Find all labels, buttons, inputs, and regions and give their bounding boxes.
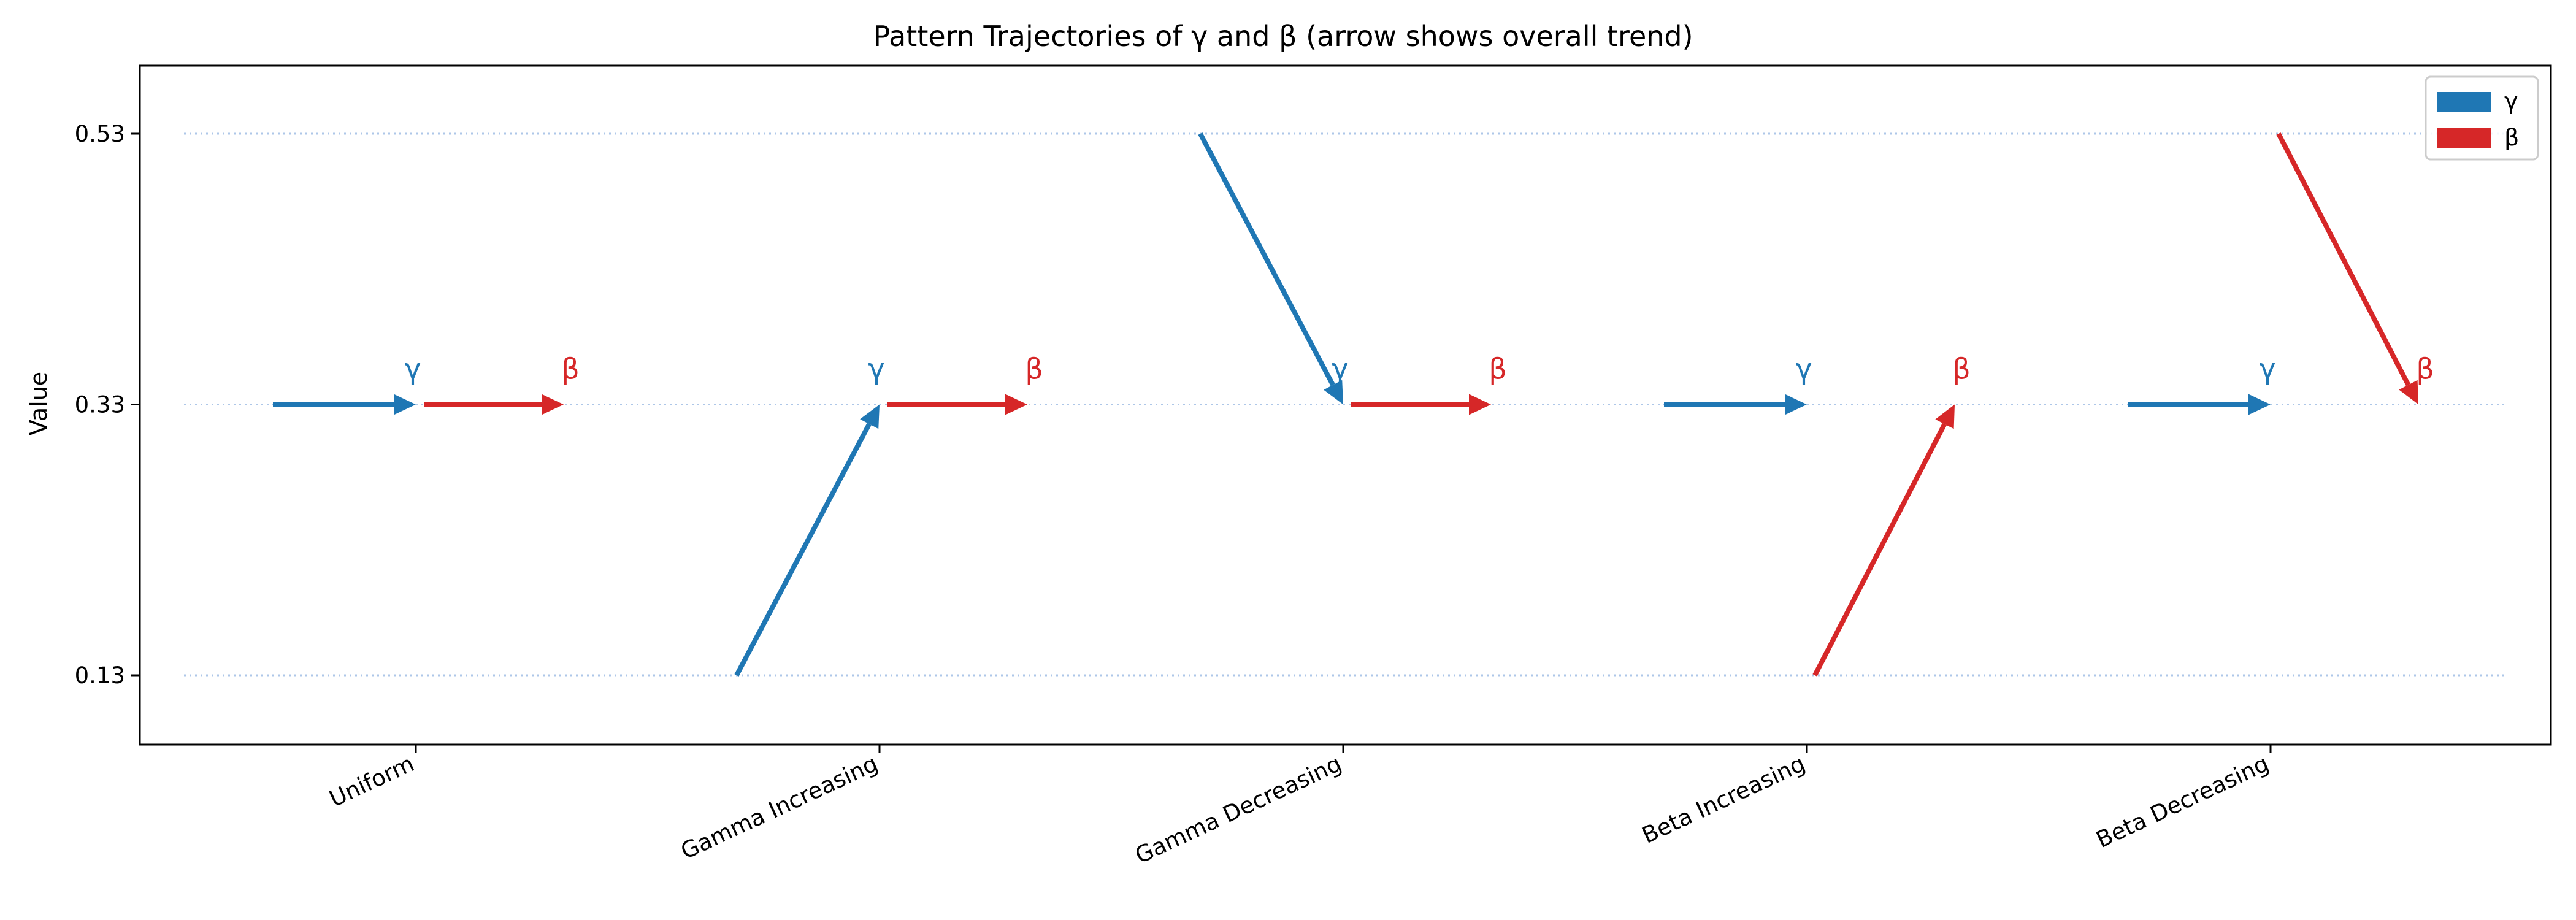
gamma-arrow (734, 404, 880, 677)
gamma-arrow-label: γ (404, 353, 421, 386)
chart-title: Pattern Trajectories of γ and β (arrow s… (873, 20, 1693, 53)
gamma-arrow-label: γ (1332, 353, 1348, 386)
gamma-arrow (1664, 394, 1807, 415)
gamma-arrow (1198, 132, 1343, 405)
gamma-arrow-shaft (734, 423, 872, 677)
series-arrows (273, 132, 2418, 677)
gamma-arrow (2128, 394, 2271, 415)
beta-arrow-head (1469, 394, 1491, 415)
x-tick-label: Gamma Increasing (677, 750, 881, 864)
gamma-arrow-head (860, 404, 880, 429)
x-tick-label: Gamma Decreasing (1131, 750, 1346, 869)
beta-arrow-head (542, 394, 564, 415)
x-tick-label: Beta Increasing (1638, 750, 1809, 849)
y-axis-label: Value (25, 372, 52, 435)
axes: 0.13 0.33 0.53 Uniform Gamma Increasing Gamma… (75, 121, 2273, 869)
beta-arrow (2276, 132, 2418, 405)
legend-swatch (2437, 92, 2491, 112)
beta-arrow (887, 394, 1027, 415)
y-tick-label: 0.53 (75, 121, 125, 147)
x-tick-label: Beta Decreasing (2092, 750, 2273, 853)
beta-arrow (424, 394, 564, 415)
beta-arrow (1812, 404, 1955, 677)
y-tick-label: 0.33 (75, 392, 125, 418)
beta-arrow-label: β (1025, 353, 1043, 386)
beta-arrow-label: β (1952, 353, 1970, 386)
beta-arrow-head (1005, 394, 1027, 415)
gamma-arrow (273, 394, 416, 415)
legend-label: γ (2504, 88, 2518, 115)
legend: γβ (2425, 75, 2539, 161)
beta-arrow (1351, 394, 1491, 415)
gamma-arrow-shaft (1198, 132, 1335, 386)
x-tick-label: Uniform (325, 750, 418, 812)
gamma-arrow-head (1785, 394, 1807, 415)
gamma-arrow-label: γ (868, 353, 884, 386)
beta-arrow-label: β (1489, 353, 1506, 386)
beta-arrow-head (2399, 380, 2418, 405)
beta-arrow-shaft (2276, 132, 2411, 386)
beta-arrow-label: β (2416, 353, 2434, 386)
beta-arrow-shaft (1812, 423, 1947, 677)
gamma-arrow-head (394, 394, 416, 415)
beta-arrow-label: β (561, 353, 579, 386)
beta-arrow-head (1935, 404, 1955, 429)
legend-label: β (2504, 124, 2519, 151)
y-tick-label: 0.13 (75, 662, 125, 689)
gamma-arrow-head (1324, 380, 1343, 405)
gamma-arrow-label: γ (2259, 353, 2275, 386)
gamma-arrow-label: γ (1795, 353, 1812, 386)
gamma-arrow-head (2248, 394, 2271, 415)
legend-swatch (2437, 128, 2491, 148)
grid-lines (184, 132, 2505, 677)
